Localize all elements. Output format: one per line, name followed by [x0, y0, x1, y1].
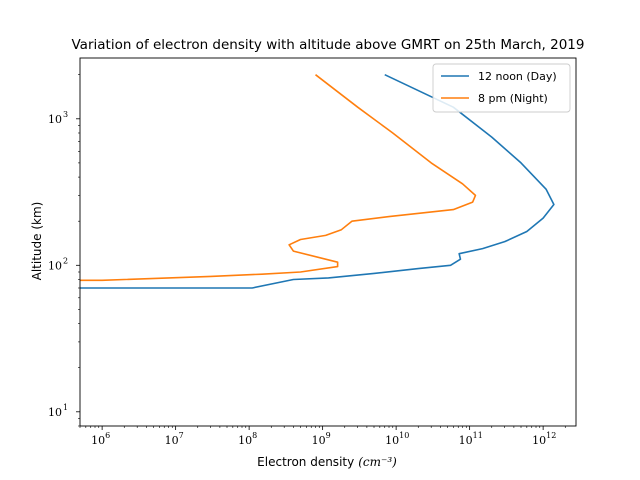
y-axis-label: Altitude (km) — [30, 202, 44, 281]
x-tick-exponent: 10 — [399, 431, 409, 440]
legend-label-day: 12 noon (Day) — [478, 70, 557, 83]
x-tick-label: 10 — [385, 434, 399, 447]
x-tick-label: 10 — [165, 434, 179, 447]
legend-label-night: 8 pm (Night) — [478, 92, 548, 105]
series-line-day — [80, 73, 555, 289]
x-axis-label: Electron density (cm⁻³) — [257, 455, 397, 469]
y-tick-exponent: 2 — [63, 256, 68, 265]
x-tick-exponent: 11 — [473, 431, 483, 440]
plot-frame — [79, 57, 577, 427]
x-tick-label: 10 — [91, 434, 105, 447]
x-tick-label: 10 — [238, 434, 252, 447]
x-tick-label: 10 — [459, 434, 473, 447]
x-tick-label: 10 — [532, 434, 546, 447]
x-tick-exponent: 12 — [546, 431, 556, 440]
x-tick-exponent: 8 — [252, 431, 257, 440]
y-tick-label: 10 — [48, 259, 62, 272]
x-tick-label: 10 — [312, 434, 326, 447]
chart-title: Variation of electron density with altit… — [72, 37, 585, 53]
x-tick-exponent: 9 — [326, 431, 331, 440]
y-tick-label: 10 — [48, 113, 62, 126]
x-tick-exponent: 6 — [105, 431, 110, 440]
y-tick-exponent: 1 — [63, 403, 68, 412]
y-tick-exponent: 3 — [63, 110, 68, 119]
x-axis: 10 6 10 7 10 8 10 9 10 10 10 11 10 12 — [79, 426, 566, 447]
x-tick-exponent: 7 — [179, 431, 184, 440]
legend: 12 noon (Day) 8 pm (Night) — [432, 63, 571, 113]
series-line-night — [80, 74, 477, 282]
y-tick-label: 10 — [48, 406, 62, 419]
